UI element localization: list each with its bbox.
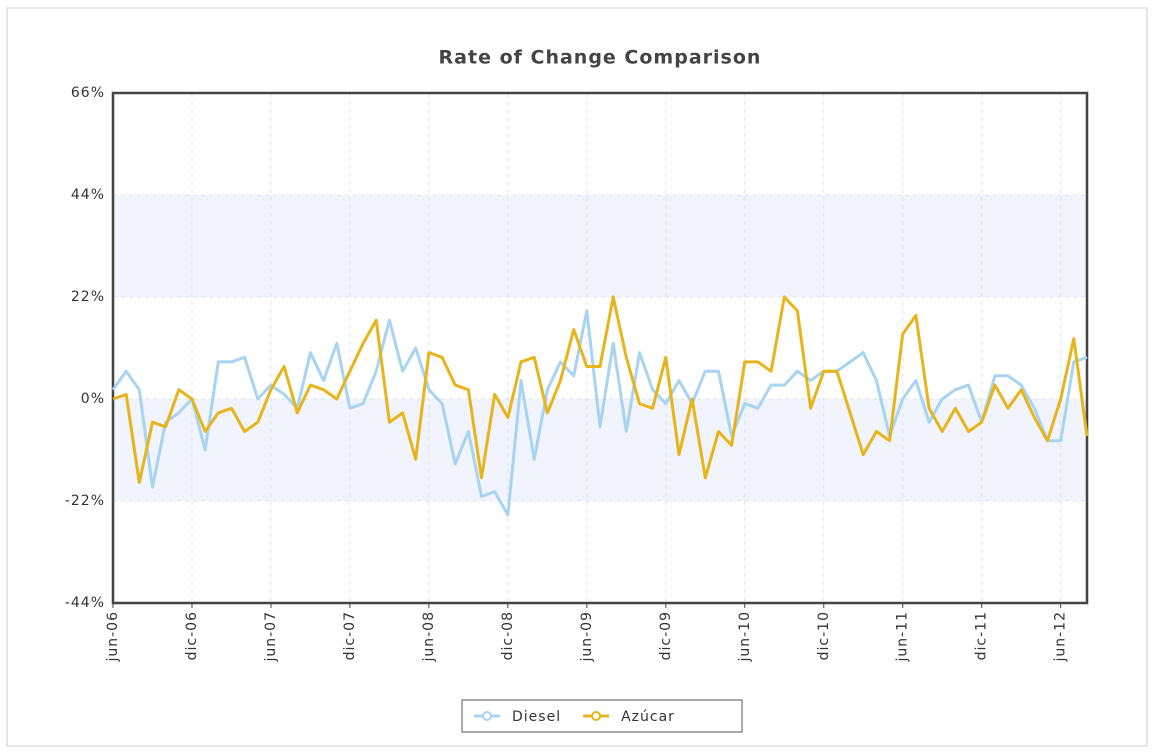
legend-marker (591, 711, 602, 721)
plot-border (111, 91, 1089, 605)
legend-label: Diesel (512, 709, 561, 725)
x-tick-label: dic-10 (816, 611, 832, 660)
y-tick-label: 22% (71, 289, 105, 305)
legend-label: Azúcar (621, 709, 675, 725)
x-tick-label: jun-09 (579, 611, 595, 663)
x-tick-label: dic-11 (974, 611, 990, 660)
x-tick-label: dic-08 (500, 611, 516, 660)
y-tick-label: -44% (65, 595, 105, 611)
x-tick-label: jun-07 (263, 611, 279, 663)
y-tick-label: 66% (71, 85, 105, 101)
legend-marker (482, 711, 492, 721)
x-tick-label: jun-08 (421, 611, 437, 663)
x-tick-label: jun-10 (737, 611, 753, 663)
series-line (112, 295, 1089, 484)
x-tick-label: dic-06 (184, 611, 200, 660)
band (113, 195, 1087, 297)
x-tick-label: jun-12 (1053, 611, 1069, 663)
y-tick-label: -22% (65, 493, 105, 509)
x-tick-label: jun-06 (105, 611, 121, 663)
x-tick-label: dic-07 (342, 611, 358, 660)
y-tick-label: 0% (81, 391, 105, 407)
legend: Diesel Azúcar (461, 699, 743, 733)
y-tick-label: 44% (71, 187, 105, 203)
chart-title: Rate of Change Comparison (439, 47, 762, 69)
x-tick-label: dic-09 (658, 611, 674, 660)
frame (6, 7, 1148, 747)
x-tick-label: jun-11 (895, 611, 911, 663)
series-line (111, 309, 1088, 517)
